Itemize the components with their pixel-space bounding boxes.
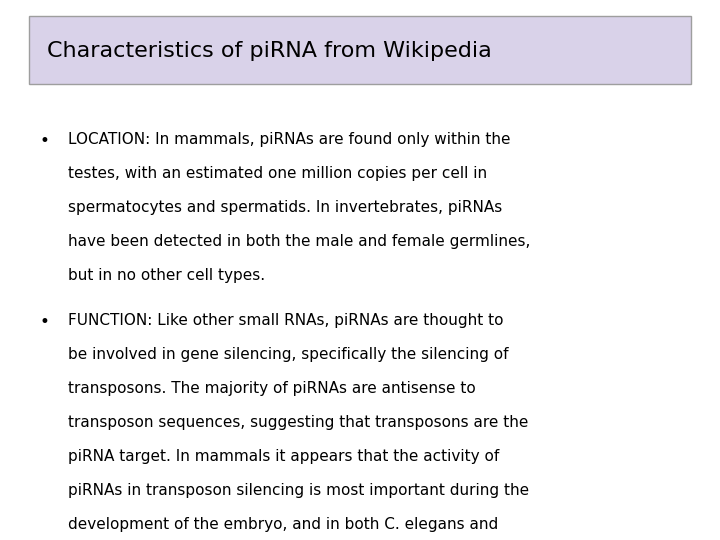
Text: transposons. The majority of piRNAs are antisense to: transposons. The majority of piRNAs are … [68, 381, 476, 396]
Text: piRNAs in transposon silencing is most important during the: piRNAs in transposon silencing is most i… [68, 483, 529, 498]
Text: be involved in gene silencing, specifically the silencing of: be involved in gene silencing, specifica… [68, 347, 509, 362]
Text: spermatocytes and spermatids. In invertebrates, piRNAs: spermatocytes and spermatids. In inverte… [68, 200, 503, 215]
Text: transposon sequences, suggesting that transposons are the: transposon sequences, suggesting that tr… [68, 415, 528, 430]
Text: but in no other cell types.: but in no other cell types. [68, 268, 266, 284]
FancyBboxPatch shape [29, 16, 691, 84]
Text: •: • [40, 313, 50, 331]
Text: have been detected in both the male and female germlines,: have been detected in both the male and … [68, 234, 531, 249]
Text: LOCATION: In mammals, piRNAs are found only within the: LOCATION: In mammals, piRNAs are found o… [68, 132, 511, 147]
Text: •: • [40, 132, 50, 150]
Text: FUNCTION: Like other small RNAs, piRNAs are thought to: FUNCTION: Like other small RNAs, piRNAs … [68, 313, 504, 328]
Text: Characteristics of piRNA from Wikipedia: Characteristics of piRNA from Wikipedia [47, 41, 492, 62]
Text: testes, with an estimated one million copies per cell in: testes, with an estimated one million co… [68, 166, 487, 181]
Text: development of the embryo, and in both C. elegans and: development of the embryo, and in both C… [68, 517, 499, 532]
Text: piRNA target. In mammals it appears that the activity of: piRNA target. In mammals it appears that… [68, 449, 500, 464]
